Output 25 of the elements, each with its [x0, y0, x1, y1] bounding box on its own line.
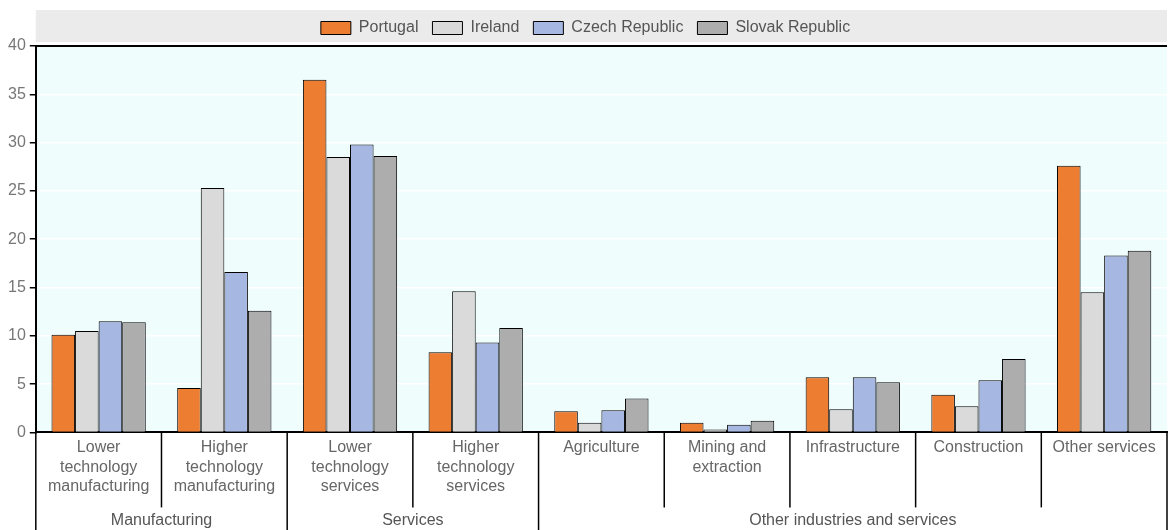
legend-label: Czech Republic [571, 18, 684, 36]
x-tick-label: Higher technology manufacturing [173, 438, 276, 494]
legend-label: Portugal [358, 18, 419, 36]
x-tick-label: Mining and extraction [687, 438, 767, 475]
x-tick-label: Lower technology manufacturing [47, 438, 150, 494]
legend-label: Slovak Republic [735, 18, 851, 36]
y-tick-label: 30 [8, 133, 26, 151]
y-tick-label: 10 [8, 326, 26, 344]
y-tick-label: 40 [8, 36, 26, 54]
x-tick-label: Agriculture [563, 438, 640, 456]
x-tick-label: Infrastructure [805, 438, 900, 456]
y-tick-label: 0 [16, 422, 26, 440]
text: Manufacturing [110, 511, 213, 529]
y-tick-label: 15 [8, 277, 26, 295]
x-tick-label: Construction [933, 438, 1024, 456]
x-tick-label: Other services [1052, 438, 1156, 456]
text: Other industries and services [749, 511, 957, 529]
y-tick-label: 5 [16, 374, 26, 392]
x-tick-label: Lower technology services [311, 438, 389, 494]
legend-label: Ireland [470, 18, 520, 36]
y-tick-label: 25 [8, 181, 26, 199]
x-tick-label: Higher technology services [437, 438, 515, 494]
y-tick-label: 35 [8, 84, 26, 102]
text: Services [382, 511, 444, 529]
y-tick-label: 20 [8, 229, 26, 247]
